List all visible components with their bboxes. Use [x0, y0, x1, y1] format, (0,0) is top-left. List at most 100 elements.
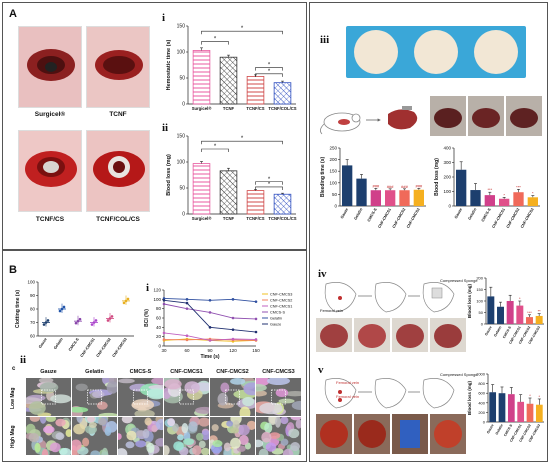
bar	[399, 190, 410, 206]
y-tick-label: 300	[443, 160, 451, 165]
y-tick-label: 100	[177, 160, 186, 166]
bar	[342, 165, 353, 206]
annotation-femoral-vein-iv: Femoral vein	[320, 308, 344, 313]
sem-image	[26, 417, 71, 455]
y-tick-label: 1000	[476, 372, 486, 377]
panel-b-ii-label: ii	[20, 354, 27, 366]
bar	[535, 315, 543, 324]
x-tick-label: 90	[207, 348, 213, 353]
data-point	[231, 298, 235, 301]
significance-mark: *	[214, 37, 217, 43]
data-point	[185, 298, 189, 301]
significance-mark: *	[241, 26, 244, 32]
bar	[192, 50, 211, 105]
bar	[273, 82, 292, 105]
y-axis-label: Blood loss (mg)	[434, 158, 440, 196]
significance-mark: *	[268, 182, 271, 188]
significance-mark: ###	[387, 184, 394, 189]
sem-image	[72, 417, 117, 455]
sem-image	[118, 378, 163, 416]
photo-caption-surgicel: Surgicel®	[34, 111, 66, 118]
x-tick-label: CMCS-S	[367, 207, 378, 222]
x-tick-label: Gauze	[38, 337, 48, 349]
data-point	[126, 297, 130, 301]
sem-column-header: Gelatin	[85, 369, 104, 375]
x-tick-label: CNF-CMCS2	[96, 337, 112, 358]
x-tick-label: 60	[184, 348, 190, 353]
y-tick-label: 0	[158, 344, 161, 349]
significance-mark: ###	[401, 184, 408, 189]
y-tick-label: 100	[153, 297, 161, 302]
x-tick-label: Gelatin	[353, 207, 363, 221]
x-tick-label: 30	[161, 348, 167, 353]
data-point	[162, 302, 166, 306]
y-tick-label: 150	[177, 24, 186, 30]
x-axis-label: Time (s)	[200, 354, 219, 360]
y-tick-label: 60	[30, 334, 36, 339]
data-point	[208, 339, 212, 342]
sem-column-header: CMCS-S	[129, 369, 152, 375]
y-tick-label: 600	[478, 391, 485, 396]
data-point	[208, 326, 212, 329]
data-point	[78, 317, 82, 321]
sem-image	[210, 417, 255, 455]
y-tick-label: 0	[483, 420, 486, 425]
panel-a-frame	[2, 2, 307, 250]
y-axis-label: Hemostatic time (s)	[166, 39, 172, 90]
data-point	[124, 299, 128, 303]
x-tick-label: CMCS-S	[503, 423, 514, 437]
data-point	[92, 321, 96, 324]
significance-mark: ###	[415, 183, 422, 188]
significance-mark: *	[241, 136, 244, 142]
sponge-disc	[414, 30, 458, 74]
data-point	[185, 338, 189, 342]
bar	[489, 392, 497, 422]
panel-a-label: A	[9, 8, 17, 20]
x-tick-label: TCNF	[223, 106, 235, 111]
x-tick-label: Surgicel®	[192, 216, 213, 221]
x-tick-label: 120	[229, 348, 237, 353]
chart-clotting-time: 60 70 80 90 100 Clotting time (s) Gauze Gelatin…	[15, 280, 134, 358]
bar	[499, 198, 510, 206]
data-point	[185, 334, 189, 338]
data-point	[90, 323, 94, 326]
y-tick-label: 250	[329, 146, 337, 151]
y-tick-label: 50	[179, 186, 185, 192]
bar	[526, 317, 533, 324]
bar	[498, 393, 506, 422]
panel-iv-label: iv	[318, 268, 327, 280]
data-point	[162, 298, 166, 302]
chart-hemostatic-time: 0 50 100 150 Hemostatic time (s) Surgicel® TCN…	[166, 24, 297, 112]
sponge-disc	[474, 30, 518, 74]
x-tick-label: Surgicel®	[192, 106, 213, 111]
data-point	[185, 301, 189, 305]
legend-label: CNF-CMCS2	[270, 299, 292, 303]
liver-photos	[430, 96, 544, 136]
x-tick-label: CMCS-S	[68, 337, 80, 352]
x-tick-label: CNF-CMCS3	[112, 337, 128, 358]
panel-b-frame	[2, 250, 307, 462]
x-tick-label: Gauze	[454, 208, 463, 220]
x-tick-label: Gauze	[340, 208, 349, 220]
y-tick-label: 50	[179, 76, 185, 82]
photo-caption-tcnf-col-cs: TCNF/COL/CS	[96, 216, 140, 223]
x-tick-label: CNF-CMCS3	[406, 208, 421, 229]
panel-iii-label: iii	[320, 34, 330, 46]
significance-bracket	[201, 148, 229, 152]
x-tick-label: TCNF/COL/CS	[268, 216, 296, 221]
bar	[526, 403, 534, 422]
chart-blood-loss-iii: 0 100 200 300 400 Blood loss (mg) Gauze Gelatin…	[434, 146, 540, 229]
bar	[484, 195, 495, 206]
x-tick-label: Gelatin	[495, 424, 504, 436]
bar	[527, 197, 538, 206]
significance-bracket	[255, 67, 283, 71]
x-tick-label: Gauze	[484, 325, 493, 336]
chart-blood-loss-a: 0 50 100 150 Blood loss (mg) Surgicel® TCNF TCN…	[166, 134, 297, 222]
bar	[413, 189, 424, 206]
x-tick-label: Gelatin	[493, 326, 502, 338]
sem-image	[256, 417, 301, 455]
y-tick-label: 80	[30, 307, 36, 312]
significance-mark: *	[532, 191, 534, 196]
x-tick-label: TCNF	[223, 216, 235, 221]
y-tick-label: 90	[30, 293, 36, 298]
